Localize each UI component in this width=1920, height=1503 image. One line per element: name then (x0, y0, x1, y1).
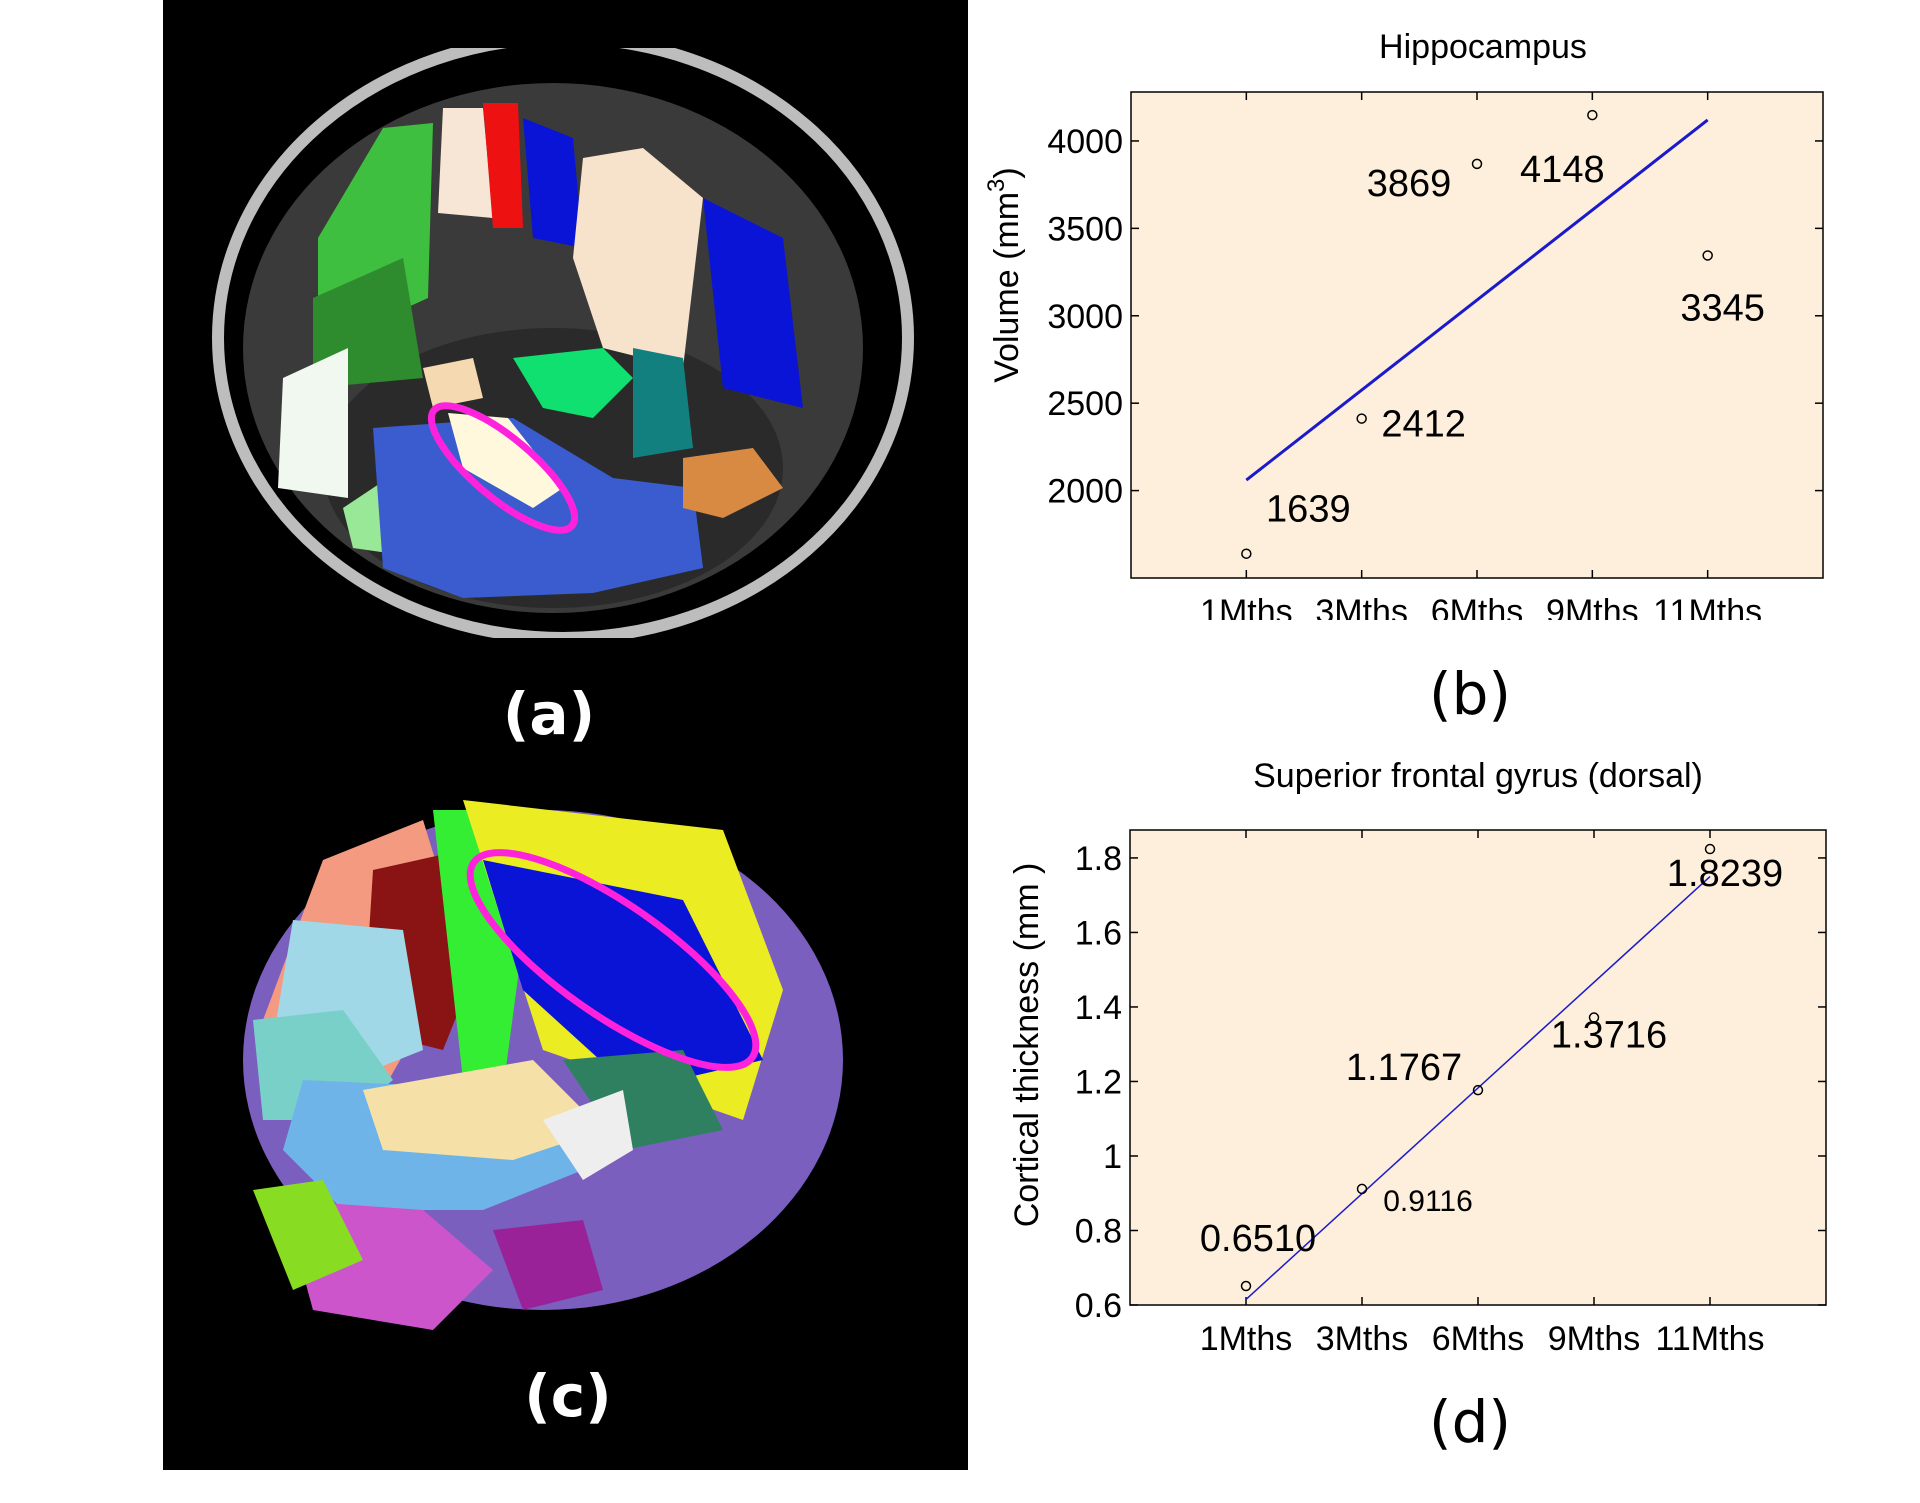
x-tick-label: 1Mths (1200, 593, 1293, 620)
chart-title: Superior frontal gyrus (dorsal) (1253, 757, 1703, 795)
y-tick-label: 1.8 (1075, 840, 1122, 878)
x-tick-label: 1Mths (1200, 1320, 1293, 1358)
data-label: 2412 (1381, 404, 1466, 446)
data-label: 0.9116 (1383, 1185, 1473, 1218)
panel-label-d: (d) (1428, 1388, 1512, 1456)
y-axis-label: Volume (mm3) (983, 167, 1026, 383)
y-tick-label: 1 (1103, 1138, 1122, 1176)
x-tick-label: 6Mths (1431, 593, 1524, 620)
ylabel-close: ) (988, 167, 1026, 178)
y-axis-label: Cortical thickness (mm ) (1008, 863, 1046, 1228)
y-tick-label: 0.6 (1075, 1287, 1122, 1325)
svg-text:Volume (mm3): Volume (mm3) (983, 167, 1026, 383)
data-point (1240, 1280, 1252, 1292)
data-label: 1.3716 (1551, 1015, 1667, 1057)
x-tick-label: 6Mths (1432, 1320, 1525, 1358)
fit-line (1245, 876, 1711, 1300)
data-point (1472, 1084, 1484, 1096)
data-point (1587, 109, 1598, 121)
panel-label-a: (a) (502, 680, 596, 748)
data-label: 1639 (1266, 489, 1351, 531)
left-image-panel (163, 0, 968, 1470)
data-point (1702, 250, 1713, 261)
mri-slice-image (163, 48, 968, 638)
data-label: 4148 (1520, 149, 1605, 191)
ylabel-main: Volume (mm (988, 192, 1026, 383)
panel-label-c: (c) (524, 1362, 612, 1430)
hippocampus-volume-chart: Hippocampus Volume (mm3) 2000 2500 3000 350… (983, 28, 1824, 620)
y-tick-label: 1.2 (1075, 1063, 1122, 1101)
data-point (1356, 413, 1367, 424)
y-tick-label: 3500 (1047, 210, 1123, 248)
panel-label-b: (b) (1428, 660, 1512, 728)
data-point (1588, 1012, 1600, 1023)
y-tick-label: 3000 (1047, 298, 1123, 336)
superior-frontal-gyrus-thickness-chart: Superior frontal gyrus (dorsal) Cortical… (1008, 757, 1827, 1358)
plot-area (1130, 91, 1824, 579)
data-label: 3345 (1680, 287, 1765, 329)
y-tick-label: 4000 (1047, 123, 1123, 161)
x-tick-label: 11Mths (1656, 1320, 1765, 1358)
data-label: 1.8239 (1667, 853, 1783, 895)
data-label: 1.1767 (1346, 1047, 1462, 1089)
data-point (1241, 548, 1252, 559)
y-tick-label: 0.8 (1075, 1212, 1122, 1250)
x-tick-label: 9Mths (1546, 593, 1639, 620)
x-tick-label: 3Mths (1315, 593, 1408, 620)
y-tick-label: 1.4 (1075, 989, 1122, 1027)
y-tick-label: 2000 (1047, 473, 1123, 511)
x-tick-label: 11Mths (1653, 593, 1762, 620)
cortical-surface-render (163, 790, 968, 1380)
data-point (1356, 1183, 1368, 1195)
data-point (1704, 843, 1716, 855)
x-tick-label: 3Mths (1316, 1320, 1409, 1358)
ylabel-superscript: 3 (983, 179, 1010, 192)
data-point (1471, 158, 1483, 170)
plot-area (1129, 829, 1827, 1306)
x-tick-label: 9Mths (1548, 1320, 1641, 1358)
chart-title: Hippocampus (1379, 28, 1587, 66)
y-tick-label: 2500 (1047, 385, 1123, 423)
y-tick-label: 1.6 (1075, 914, 1122, 952)
data-label: 3869 (1367, 163, 1452, 205)
data-label: 0.6510 (1200, 1218, 1316, 1260)
fit-line (1245, 118, 1709, 482)
